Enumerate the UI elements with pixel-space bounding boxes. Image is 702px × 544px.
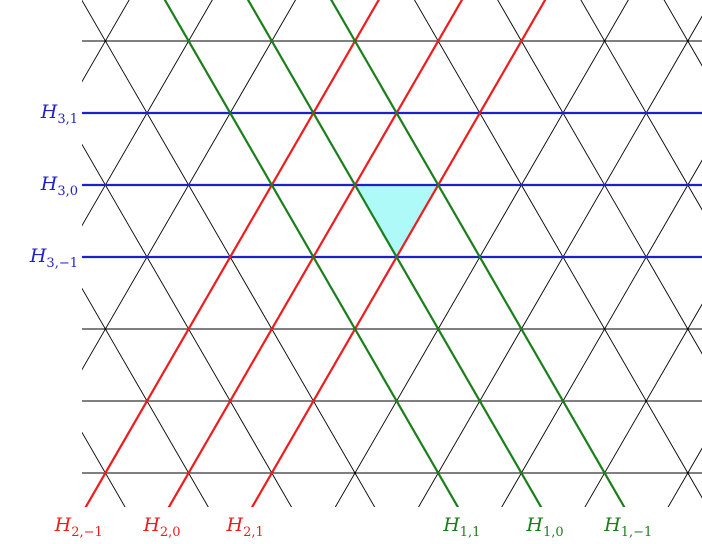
hyperplane-1-line bbox=[246, 0, 543, 507]
grid-line-diagonal bbox=[0, 0, 72, 544]
grid-line-diagonal bbox=[168, 0, 463, 507]
hyperplane-1-label: H1,0 bbox=[525, 514, 563, 540]
grid-line-diagonal bbox=[82, 287, 209, 507]
grid-line-diagonal bbox=[82, 431, 126, 507]
grid-line-diagonal bbox=[667, 447, 702, 507]
grid-line-diagonal bbox=[164, 0, 459, 507]
hyperplane-2-label: H2,1 bbox=[226, 514, 264, 540]
grid-line-diagonal bbox=[330, 0, 625, 507]
grid-line-diagonal bbox=[251, 0, 546, 507]
grid-line-diagonal bbox=[82, 0, 297, 371]
hyperplane-2-label: H2,0 bbox=[142, 514, 180, 540]
grid-line-diagonal bbox=[580, 0, 702, 211]
hyperplane-2-label: H2,−1 bbox=[54, 514, 103, 540]
hyperplane-1-label: H1,−1 bbox=[603, 514, 652, 540]
grid-line-diagonal bbox=[413, 0, 702, 499]
grid-line-diagonal bbox=[334, 0, 629, 507]
grid-line-diagonal bbox=[663, 0, 702, 67]
grid-line-diagonal bbox=[497, 0, 702, 355]
hyperplane-3-label: H3,1 bbox=[40, 101, 78, 127]
hyperplane-3-label: H3,0 bbox=[40, 173, 78, 199]
hyperplane-2-line bbox=[250, 0, 547, 507]
hyperplane-labels: H3,1 H3,0 H3,−1 H2,−1 H2,0 H2,1 H1,1 H1,0 H1,−1 bbox=[29, 101, 652, 540]
labeled-hyperplanes bbox=[82, 0, 702, 507]
grid-line-diagonal bbox=[501, 159, 702, 507]
grid-line-diagonal bbox=[0, 0, 52, 544]
grid-line-diagonal bbox=[82, 0, 376, 507]
grid-line-diagonal bbox=[82, 143, 292, 507]
hyperplane-1-line bbox=[330, 0, 626, 507]
grid-line-diagonal bbox=[584, 303, 702, 507]
fundamental-alcove bbox=[355, 185, 439, 257]
hyperplane-1-label: H1,1 bbox=[442, 514, 480, 540]
hyperplane-2-line bbox=[84, 0, 380, 507]
grid-line-diagonal bbox=[85, 0, 380, 507]
grid-line-diagonal bbox=[247, 0, 542, 507]
fundamental-alcove-fill bbox=[355, 185, 439, 257]
hyperplane-2-line bbox=[167, 0, 464, 507]
grid-line-diagonal bbox=[82, 0, 213, 227]
hyperplane-1-line bbox=[163, 0, 460, 507]
hyperplane-3-label: H3,−1 bbox=[29, 245, 78, 271]
grid-line-diagonal bbox=[82, 0, 130, 83]
grid-line-diagonal bbox=[418, 15, 702, 507]
